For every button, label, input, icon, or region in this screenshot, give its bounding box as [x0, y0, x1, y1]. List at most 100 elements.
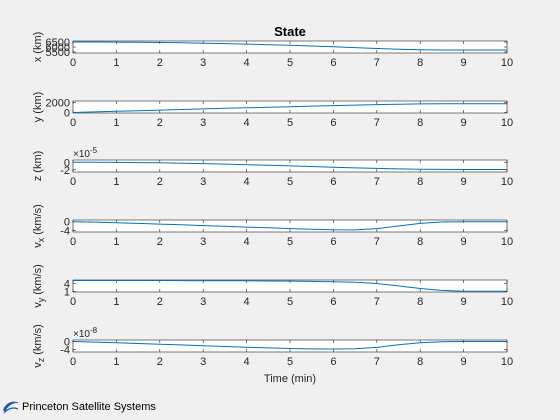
x-tick-label: 8 [417, 57, 423, 69]
x-tick-label: 0 [70, 296, 76, 308]
x-tick-label: 4 [244, 236, 250, 248]
subplot-3: 0 1 2 3 4 5 6 7 8 9 10-20×10-5z (km) [32, 146, 513, 188]
series-line [73, 41, 507, 51]
x-tick-label: 7 [374, 356, 380, 368]
y-axis-label: vx (km/s) [32, 204, 46, 248]
x-tick-label: 9 [461, 117, 467, 129]
x-tick-label: 6 [330, 236, 336, 248]
x-tick-label: 7 [374, 57, 380, 69]
x-tick-label: 2 [157, 57, 163, 69]
x-tick-label: 10 [501, 356, 513, 368]
x-tick-label: 5 [287, 176, 293, 188]
x-tick-label: 2 [157, 117, 163, 129]
x-tick-label: 4 [244, 176, 250, 188]
series-line [73, 280, 507, 292]
x-tick-label: 9 [461, 176, 467, 188]
y-axis-label: vz (km/s) [32, 324, 46, 368]
logo-text: Princeton Satellite Systems [22, 401, 156, 413]
series-line [72, 103, 507, 113]
x-tick-label: 9 [461, 57, 467, 69]
x-tick-label: 10 [501, 296, 513, 308]
x-tick-label: 0 [70, 356, 76, 368]
y-exponent-label: ×10-5 [73, 146, 98, 160]
x-tick-label: 7 [374, 176, 380, 188]
x-tick-label: 8 [417, 296, 423, 308]
x-tick-label: 9 [461, 356, 467, 368]
x-tick-label: 1 [113, 117, 119, 129]
x-tick-label: 8 [417, 176, 423, 188]
x-tick-label: 3 [200, 296, 206, 308]
x-tick-label: 4 [244, 356, 250, 368]
y-tick-label: 4 [64, 278, 70, 290]
x-tick-label: 9 [461, 236, 467, 248]
x-tick-label: 10 [501, 117, 513, 129]
x-tick-label: 7 [374, 117, 380, 129]
y-tick-label: 0 [64, 217, 70, 229]
y-tick-label: -4 [60, 225, 70, 237]
x-tick-label: 5 [287, 356, 293, 368]
x-tick-label: 2 [157, 296, 163, 308]
y-axis-label: z (km) [32, 151, 44, 182]
x-tick-label: 6 [330, 356, 336, 368]
x-tick-label: 4 [244, 57, 250, 69]
y-tick-label: 0 [64, 157, 70, 169]
y-tick-label: 0 [64, 337, 70, 349]
x-tick-label: 3 [200, 57, 206, 69]
y-exponent-label: ×10-8 [73, 326, 98, 340]
y-tick-label: -4 [60, 344, 70, 356]
x-tick-label: 1 [113, 236, 119, 248]
x-tick-label: 4 [244, 117, 250, 129]
x-tick-label: 10 [501, 57, 513, 69]
x-tick-label: 10 [501, 176, 513, 188]
x-tick-label: 1 [113, 176, 119, 188]
y-axis-label: x (km) [32, 32, 44, 63]
x-tick-label: 0 [70, 236, 76, 248]
y-tick-label: 2000 [46, 98, 70, 110]
x-tick-label: 4 [244, 296, 250, 308]
x-tick-label: 3 [200, 117, 206, 129]
x-tick-label: 9 [461, 296, 467, 308]
x-tick-label: 8 [417, 356, 423, 368]
series-line [73, 161, 507, 170]
subplot-4: 0 1 2 3 4 5 6 7 8 9 10 -40 vx (km/s) [32, 204, 513, 248]
x-tick-label: 0 [70, 57, 76, 69]
x-tick-label: 1 [113, 296, 119, 308]
x-tick-label: 8 [417, 117, 423, 129]
y-tick-label: 5500 [46, 47, 70, 59]
x-tick-label: 3 [200, 356, 206, 368]
y-tick-label: 1 [64, 286, 70, 298]
y-tick-label: -2 [60, 165, 70, 177]
x-tick-label: 0 [70, 176, 76, 188]
x-tick-label: 2 [157, 176, 163, 188]
series-line [72, 221, 507, 231]
x-tick-label: 6 [330, 176, 336, 188]
x-tick-label: 1 [113, 57, 119, 69]
x-tick-label: 6 [330, 57, 336, 69]
x-tick-label: 2 [157, 356, 163, 368]
y-tick-label: 6500 [46, 37, 70, 49]
x-tick-label: 2 [157, 236, 163, 248]
x-tick-label: 10 [501, 236, 513, 248]
series-line [72, 341, 507, 350]
swoosh-logo-icon [3, 401, 19, 414]
x-tick-label: 7 [374, 296, 380, 308]
x-tick-label: 6 [330, 296, 336, 308]
y-axis-label: y (km) [32, 92, 44, 123]
y-tick-label: 0 [64, 108, 70, 120]
x-tick-label: 5 [287, 296, 293, 308]
y-tick-label: 6000 [46, 42, 70, 54]
x-tick-label: 3 [200, 176, 206, 188]
x-tick-label: 7 [374, 236, 380, 248]
subplot-6: 0 1 2 3 4 5 6 7 8 9 10-40×10-8vz (km/s) [32, 324, 513, 368]
x-tick-label: 0 [70, 117, 76, 129]
company-logo: Princeton Satellite Systems [2, 398, 156, 416]
x-tick-label: 5 [287, 117, 293, 129]
x-tick-label: 5 [287, 57, 293, 69]
figure-title: State [274, 24, 306, 39]
x-tick-label: 1 [113, 356, 119, 368]
